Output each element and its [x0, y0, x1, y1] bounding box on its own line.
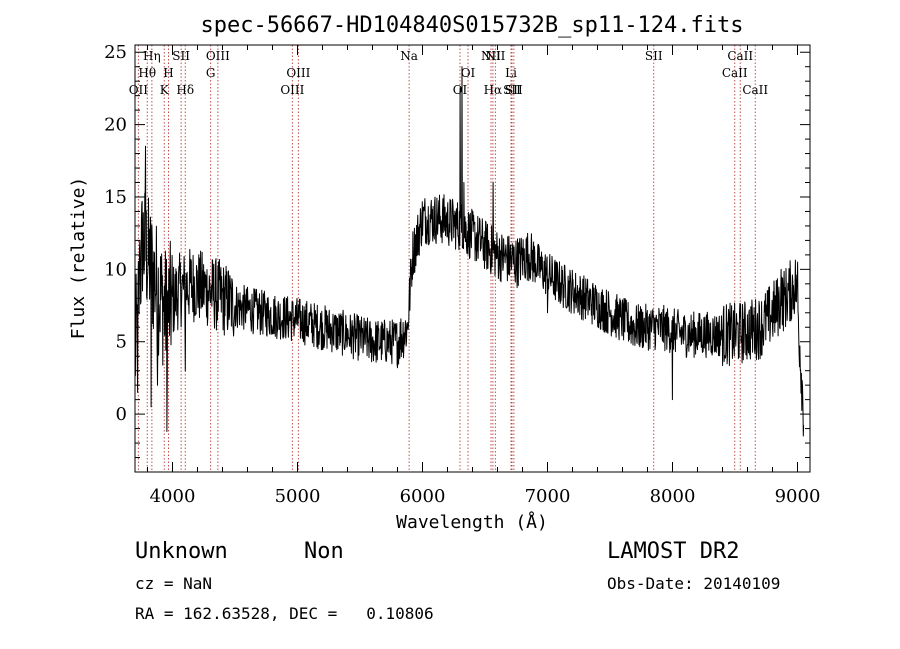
y-tick-label: 5 [116, 332, 127, 353]
x-tick-label: 5000 [275, 486, 321, 507]
spectral-line-label: SII [645, 49, 663, 63]
x-tick-label: 7000 [525, 486, 571, 507]
spectral-line-label: Hα [484, 83, 503, 97]
spectral-line-label: OII [129, 83, 149, 97]
spectral-line-label: G [206, 66, 216, 80]
obs-date: Obs-Date: 20140109 [607, 574, 781, 593]
plot-frame [134, 44, 811, 473]
y-tick-label: 25 [104, 42, 127, 63]
spectral-line-label: NII [481, 49, 501, 63]
x-tick-label: 9000 [775, 486, 821, 507]
spectral-line-label: SII [505, 83, 523, 97]
spectral-line-label: CaII [722, 66, 748, 80]
y-tick-label: 10 [104, 259, 127, 280]
spectral-line-label: CaII [742, 83, 768, 97]
spectral-line-label: CaII [727, 49, 753, 63]
spectral-line-label: OIII [206, 49, 230, 63]
spectral-line-label: Na [400, 49, 418, 63]
x-tick-label: 8000 [650, 486, 696, 507]
y-axis: 0 5 10 15 20 25 [104, 42, 810, 473]
redshift-readout: cz = NaN [135, 574, 213, 593]
object-class: Unknown [135, 539, 228, 564]
x-tick-label: 4000 [150, 486, 196, 507]
spectral-line-label: SII [503, 83, 521, 97]
spectral-line-label: Hη [143, 49, 161, 63]
coordinates-readout: RA = 162.63528, DEC = 0.10806 [135, 604, 434, 623]
spectral-line-label: Li [505, 66, 517, 80]
y-tick-label: 20 [104, 115, 127, 136]
x-tick-label: 6000 [400, 486, 446, 507]
spectral-line-markers [137, 45, 756, 472]
y-tick-label: 15 [104, 187, 127, 208]
spectral-line-label: NII [485, 49, 505, 63]
object-subclass: Non [304, 539, 344, 564]
x-axis: 4000 5000 6000 7000 8000 9000 [147, 45, 821, 507]
spectrum-series [134, 66, 805, 437]
x-axis-title: Wavelength (Å) [396, 511, 548, 533]
spectral-line-label: Hθ [138, 66, 156, 80]
spectral-line-label: H [163, 66, 173, 80]
spectral-line-label: K [160, 83, 170, 97]
y-axis-title: Flux (relative) [68, 177, 89, 340]
y-tick-label: 0 [116, 404, 127, 425]
spectral-line-label: SII [172, 49, 190, 63]
survey-label: LAMOST DR2 [607, 539, 740, 564]
spectral-line-label: OIII [286, 66, 310, 80]
spectral-line-label: OI [461, 66, 476, 80]
spectral-line-label: Hδ [176, 83, 194, 97]
spectral-line-labels: OIIHθHηKHSIIHδGOIIIOIIIOIIINaOIOINIIHαNI… [129, 49, 769, 97]
chart-title: spec-56667-HD104840S015732B_sp11-124.fit… [200, 13, 743, 38]
spectral-line-label: OIII [280, 83, 304, 97]
